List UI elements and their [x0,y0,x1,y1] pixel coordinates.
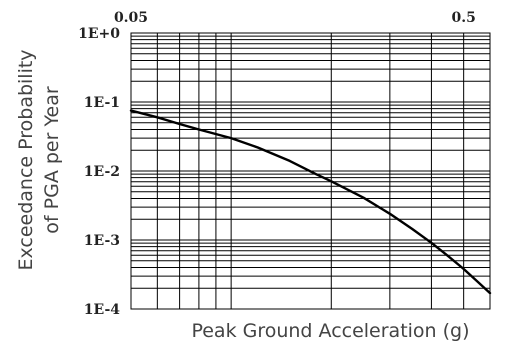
y-tick-label: 1E-4 [84,302,120,318]
y-tick-label: 1E-3 [84,233,120,249]
exceedance-curve [129,109,492,295]
y-axis-title-line-2: of PGA per Year [41,86,63,234]
y-tick-label: 1E-2 [84,164,120,180]
x-axis-title: Peak Ground Acceleration (g) [191,320,469,342]
x-tick-label: 0.5 [451,10,475,26]
x-tick-label: 0.05 [114,10,148,26]
y-tick-label: 1E-1 [84,95,120,111]
x-tick-labels: 0.05 0.5 [114,10,476,26]
y-tick-label: 1E+0 [78,26,120,42]
y-axis-title-line-1: Exceedance Probability [15,49,37,270]
grid-lines [131,33,490,309]
y-tick-labels: 1E+0 1E-1 1E-2 1E-3 1E-4 [78,26,120,318]
plot-area-frame [130,32,491,310]
